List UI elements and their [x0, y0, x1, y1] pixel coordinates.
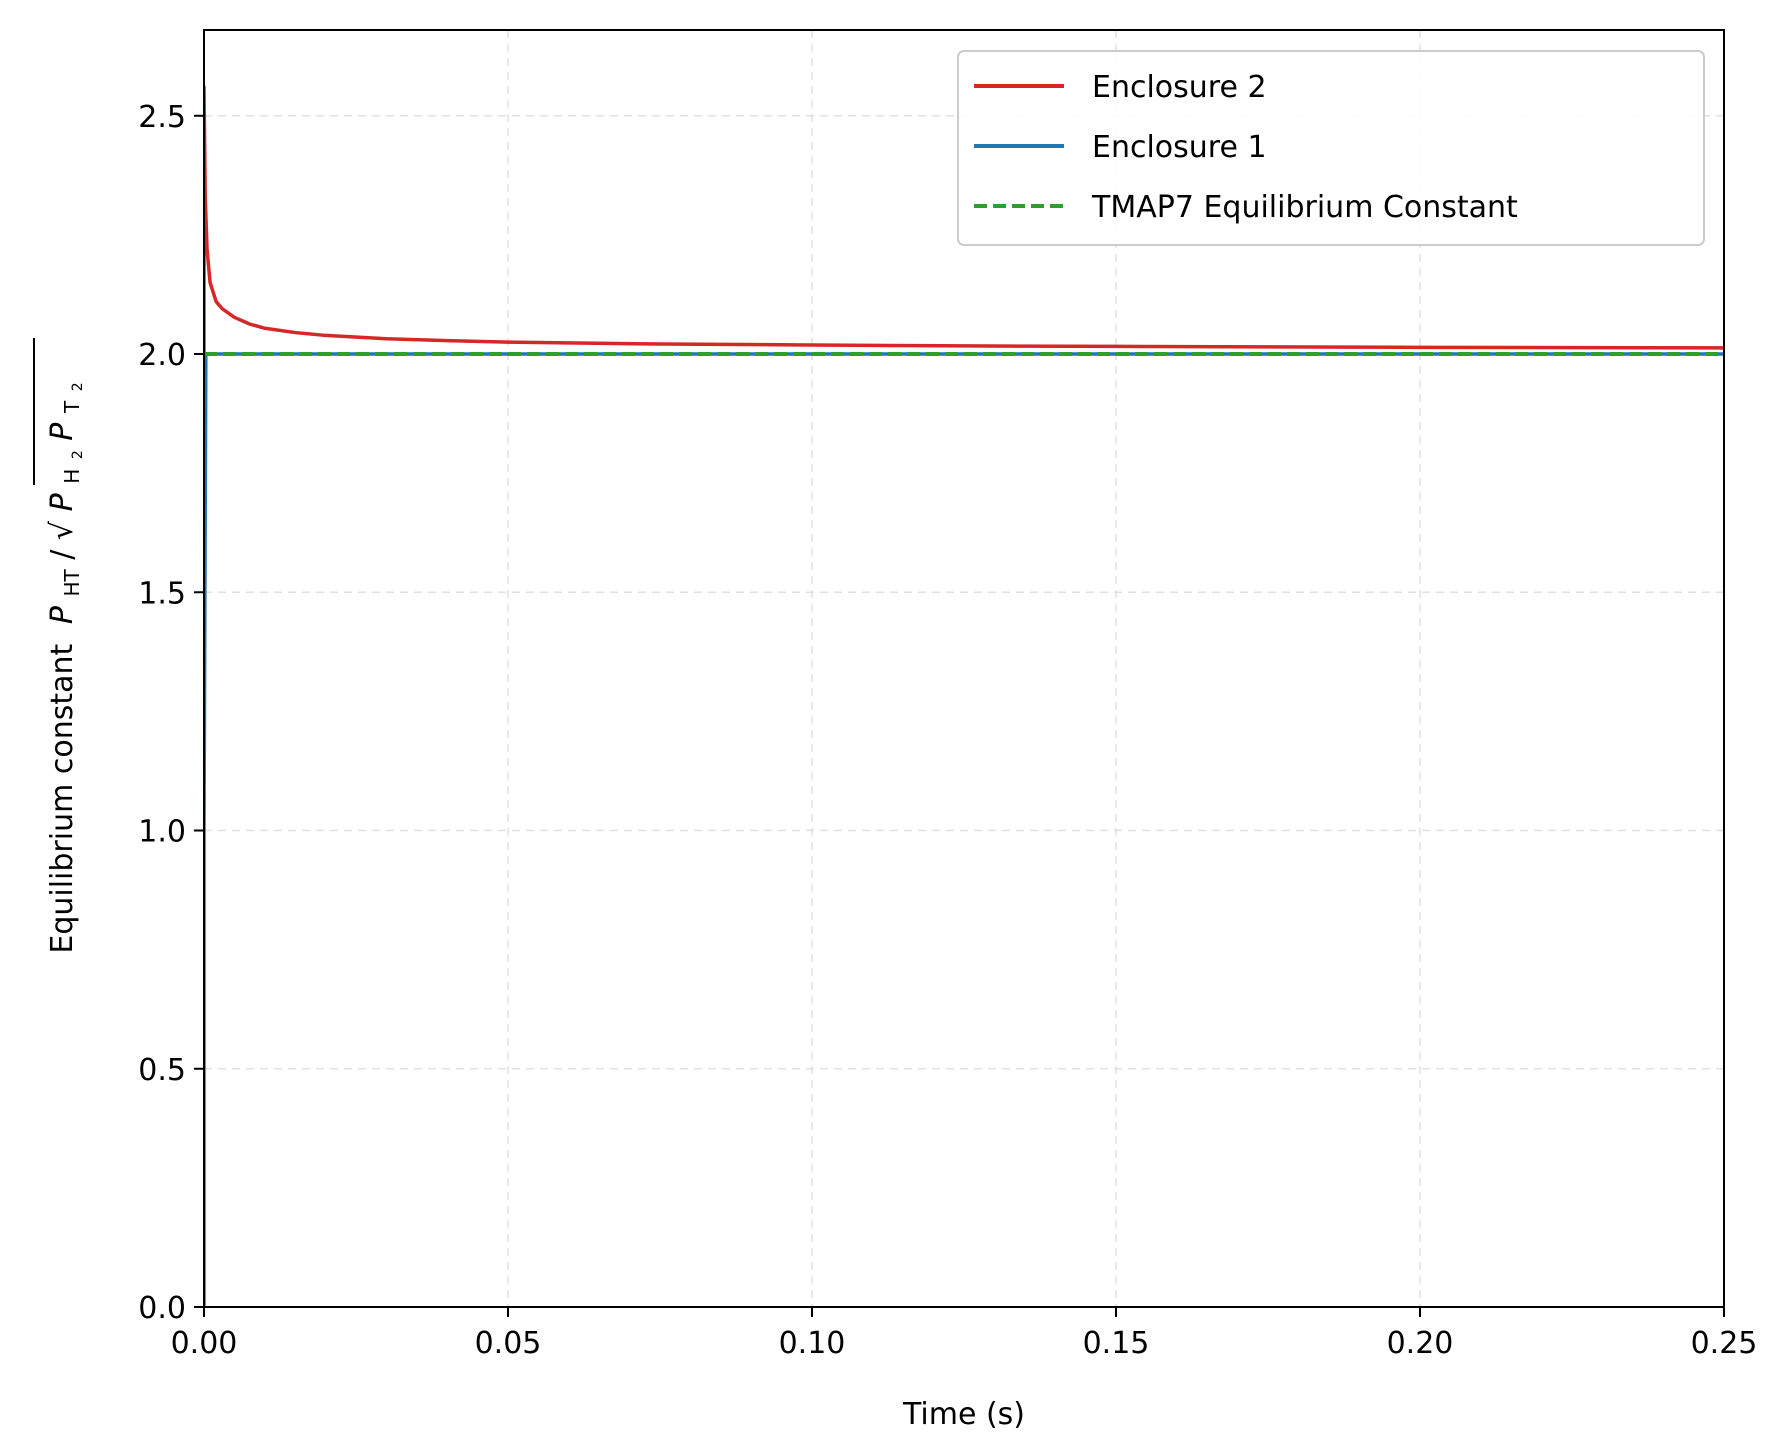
- y-tick-label: 0.5: [138, 1053, 186, 1088]
- y-axis-label-p-ht: P: [45, 605, 80, 624]
- legend-label: Enclosure 1: [1092, 130, 1267, 165]
- y-tick-label: 2.0: [138, 338, 186, 373]
- y-axis-label-p-h2: P: [45, 492, 80, 511]
- x-tick-label: 0.20: [1387, 1326, 1454, 1361]
- y-axis-label-sub-t: T: [60, 400, 84, 414]
- legend: Enclosure 2 Enclosure 1 TMAP7 Equilibrium …: [957, 50, 1705, 246]
- y-tick-label: 0.0: [138, 1291, 186, 1326]
- legend-box: [957, 50, 1705, 246]
- y-tick-label: 2.5: [138, 100, 186, 135]
- x-axis: 0.00 0.05 0.10 0.15 0.20 0.25: [171, 1307, 1758, 1361]
- x-tick-label: 0.10: [779, 1326, 846, 1361]
- y-axis-label-text: Equilibrium constant: [45, 643, 80, 953]
- legend-label: TMAP7 Equilibrium Constant: [1091, 190, 1518, 225]
- x-tick-label: 0.25: [1691, 1326, 1758, 1361]
- y-tick-label: 1.5: [138, 576, 186, 611]
- legend-label: Enclosure 2: [1092, 70, 1267, 105]
- y-axis-label: Equilibrium constant P HT / √ P H 2 P T …: [33, 338, 90, 954]
- y-axis-label-sub-ht: HT: [60, 568, 84, 596]
- y-axis-label-sub-h-index: 2: [70, 450, 86, 459]
- y-axis: 0.0 0.5 1.0 1.5 2.0 2.5: [138, 100, 204, 1326]
- series-line-enclosure-2: [204, 85, 1724, 355]
- x-tick-label: 0.00: [171, 1326, 238, 1361]
- y-axis-label-sqrt: √: [45, 520, 80, 540]
- y-axis-label-slash: /: [45, 549, 80, 560]
- x-axis-label: Time (s): [902, 1397, 1025, 1432]
- plot-frame: [203, 29, 1725, 1308]
- y-tick-label: 1.0: [138, 815, 186, 850]
- y-axis-label-sub-h: H: [60, 469, 84, 484]
- x-tick-label: 0.15: [1083, 1326, 1150, 1361]
- y-axis-label-p-t2: P: [45, 422, 80, 441]
- y-axis-label-sub-t-index: 2: [70, 382, 86, 391]
- svg-text:Equilibrium constant P: Equilibrium constant P HT / √ P H 2 P T …: [45, 382, 90, 953]
- x-tick-label: 0.05: [475, 1326, 542, 1361]
